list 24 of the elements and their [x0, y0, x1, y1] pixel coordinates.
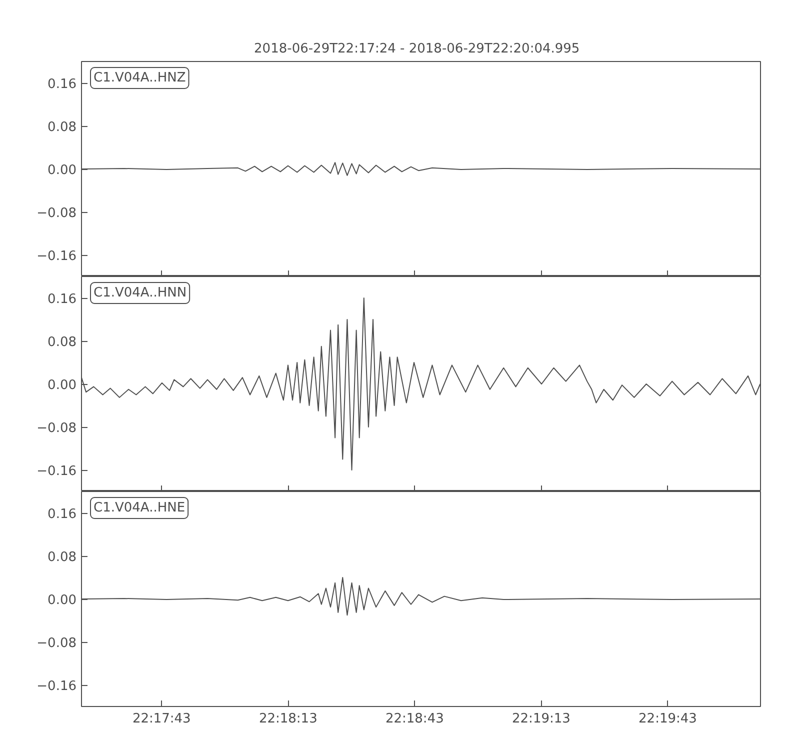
annotation: C1.V04A..HNE	[94, 500, 186, 516]
x-tick-label: 22:17:43	[132, 712, 191, 726]
y-tick-label: 0.00	[48, 593, 77, 608]
annotation: C1.V04A..HNN	[94, 286, 187, 300]
y-tick-label: 0.16	[48, 292, 77, 307]
x-tick-label: 22:18:43	[385, 712, 444, 726]
y-tick-label: 0.08	[48, 335, 77, 350]
y-tick-label: −0.16	[36, 249, 77, 264]
y-tick-label: 0.08	[48, 120, 77, 135]
x-tick-label: 22:18:13	[258, 712, 318, 726]
y-tick-label: −0.08	[36, 206, 77, 221]
annotation: C1.V04A..HNZ	[94, 70, 186, 86]
y-tick-label: −0.08	[36, 421, 77, 436]
x-tick-label: 22:19:13	[512, 712, 570, 726]
y-tick-label: 0.00	[48, 378, 77, 393]
y-tick-label: 0.16	[48, 507, 77, 522]
chart-title: 2018-06-29T22:17:24 - 2018-06-29T22:20:04.995	[254, 42, 580, 56]
y-tick-label: 0.08	[48, 550, 77, 565]
y-tick-label: 0.00	[48, 163, 77, 178]
y-tick-label: −0.16	[36, 679, 77, 694]
y-tick-label: −0.08	[36, 636, 77, 651]
x-tick-label: 22:19:43	[638, 712, 697, 726]
y-tick-label: −0.16	[36, 464, 77, 479]
y-tick-label: 0.16	[48, 77, 77, 92]
